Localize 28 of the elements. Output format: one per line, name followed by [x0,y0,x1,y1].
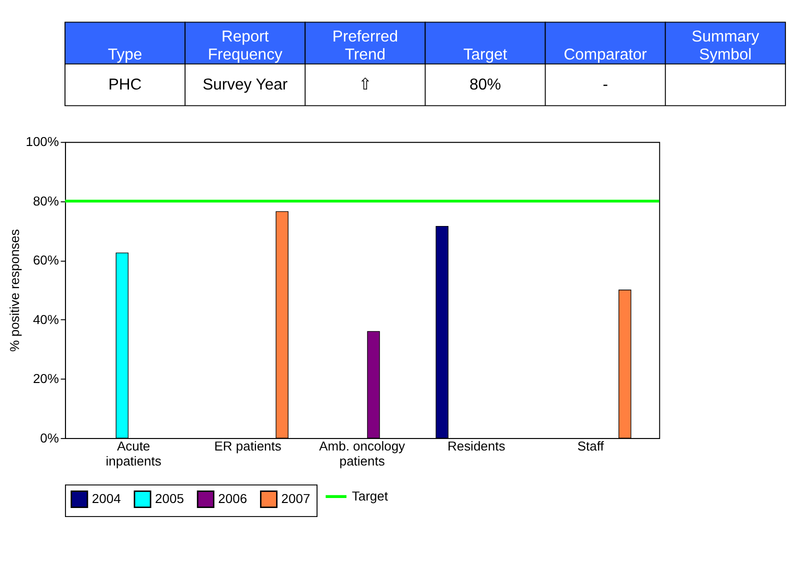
y-tick-label: 0% [40,430,60,446]
text: Preferred Trend [332,28,398,64]
y-tick-label: 20% [32,371,60,386]
y-axis-title: % positive responses [7,228,22,352]
x-tick-label: Acute inpatients [106,438,162,468]
text: PHC [108,76,142,94]
text: Comparator [564,46,647,64]
legend-label: 2005 [155,490,184,506]
legend-label: 2004 [92,490,121,506]
y-tick-label: 60% [32,252,60,268]
x-tick-label: ER patients [214,438,282,454]
text: Report Frequency [208,28,282,64]
text: Survey Year [202,76,288,94]
text: ⇧ [358,76,372,94]
y-tick-label: 100% [26,134,60,150]
x-tick-label: Staff [577,438,604,454]
x-tick-label: Amb. oncology patients [319,438,406,468]
text: Target [463,46,508,64]
text: Type [108,46,142,64]
x-tick-label: Residents [447,438,506,454]
text: Summary Symbol [692,28,760,64]
legend-label: 2007 [281,490,310,506]
legend-label: Target [352,488,388,504]
y-tick-label: 80% [32,193,60,208]
legend-label: 2006 [218,490,248,506]
text: - [602,76,608,94]
y-tick-label: 40% [32,312,60,327]
text: 80% [469,76,502,94]
